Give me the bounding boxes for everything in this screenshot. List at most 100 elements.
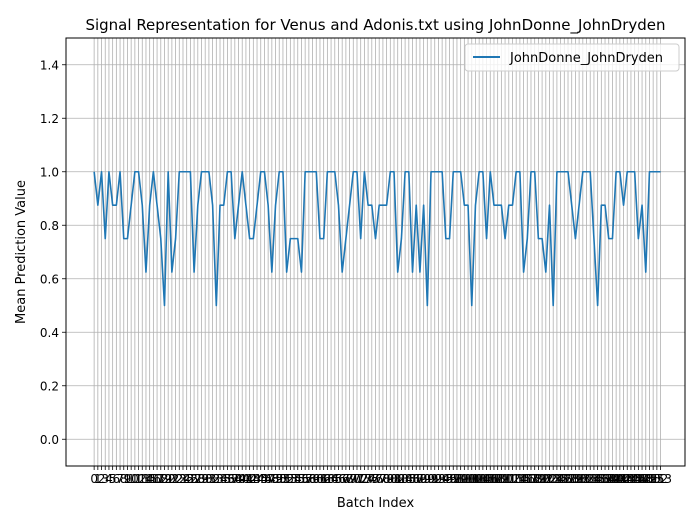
legend-box xyxy=(464,43,680,72)
x-tick-label: 39 xyxy=(231,472,246,486)
x-tick-label: 29 xyxy=(194,472,209,486)
x-tick-label: 84 xyxy=(397,472,412,486)
x-tick-label: 85 xyxy=(401,472,416,486)
x-tick-label: 98 xyxy=(449,472,464,486)
x-tick-label: 76 xyxy=(368,472,383,486)
x-tick-label: 52 xyxy=(279,472,294,486)
x-tick-label: 142 xyxy=(608,472,631,486)
x-tick-label: 96 xyxy=(442,472,457,486)
y-axis: 0.0 0.2 0.4 0.6 0.8 1.0 1.2 1.4 xyxy=(40,58,66,447)
x-tick-label: 116 xyxy=(512,472,535,486)
y-tick-label: 0.4 xyxy=(40,326,59,340)
x-tick-label: 41 xyxy=(238,472,253,486)
x-tick-label: 9 xyxy=(124,472,132,486)
x-tick-label: 144 xyxy=(616,472,639,486)
x-tick-label: 106 xyxy=(475,472,498,486)
x-tick-label: 51 xyxy=(275,472,290,486)
x-tick-label: 50 xyxy=(272,472,287,486)
x-tick-label: 49 xyxy=(268,472,283,486)
x-tick-label: 21 xyxy=(164,472,179,486)
x-tick-label: 89 xyxy=(416,472,431,486)
x-tick-label: 70 xyxy=(346,472,361,486)
chart-title: Signal Representation for Venus and Adon… xyxy=(85,16,665,35)
x-tick-label: 133 xyxy=(575,472,598,486)
x-tick-label: 10 xyxy=(124,472,139,486)
y-tick-label: 0.8 xyxy=(40,219,59,233)
x-tick-label: 153 xyxy=(649,472,672,486)
x-tick-label: 36 xyxy=(220,472,235,486)
x-tick-label: 79 xyxy=(379,472,394,486)
x-tick-label: 23 xyxy=(172,472,187,486)
x-tick-label: 86 xyxy=(405,472,420,486)
x-tick-label: 99 xyxy=(453,472,468,486)
x-tick-label: 146 xyxy=(623,472,646,486)
grid xyxy=(66,38,685,466)
x-tick-label: 20 xyxy=(161,472,176,486)
x-tick-label: 147 xyxy=(627,472,650,486)
x-tick-label: 108 xyxy=(483,472,506,486)
x-tick-label: 135 xyxy=(582,472,605,486)
x-tick-label: 152 xyxy=(645,472,668,486)
x-tick-label: 1 xyxy=(94,472,102,486)
x-tick-label: 67 xyxy=(335,472,350,486)
x-tick-label: 72 xyxy=(353,472,368,486)
x-tick-label: 78 xyxy=(375,472,390,486)
x-tick-label: 95 xyxy=(438,472,453,486)
x-tick-label: 11 xyxy=(127,472,142,486)
x-tick-label: 136 xyxy=(586,472,609,486)
x-tick-label: 115 xyxy=(508,472,531,486)
x-tick-label: 62 xyxy=(316,472,331,486)
x-tick-label: 73 xyxy=(357,472,372,486)
x-tick-label: 43 xyxy=(246,472,261,486)
x-tick-label: 77 xyxy=(372,472,387,486)
x-tick-label: 90 xyxy=(420,472,435,486)
legend-label: JohnDonne_JohnDryden xyxy=(509,51,663,66)
x-tick-label: 137 xyxy=(590,472,613,486)
x-tick-label: 112 xyxy=(497,472,520,486)
x-tick-label: 113 xyxy=(501,472,524,486)
x-tick-label: 103 xyxy=(464,472,487,486)
x-tick-label: 91 xyxy=(423,472,438,486)
x-tick-label: 17 xyxy=(149,472,164,486)
x-tick-label: 148 xyxy=(631,472,654,486)
x-tick-label: 122 xyxy=(534,472,557,486)
x-tick-label: 40 xyxy=(235,472,250,486)
x-tick-label: 111 xyxy=(494,472,517,486)
x-tick-label: 65 xyxy=(327,472,342,486)
y-tick-label: 1.2 xyxy=(40,112,59,126)
x-tick-label: 143 xyxy=(612,472,635,486)
x-tick-label: 114 xyxy=(505,472,528,486)
x-tick-label: 150 xyxy=(638,472,661,486)
x-tick-label: 18 xyxy=(153,472,168,486)
x-tick-label: 129 xyxy=(560,472,583,486)
x-tick-label: 48 xyxy=(264,472,279,486)
x-tick-label: 80 xyxy=(383,472,398,486)
x-tick-label: 127 xyxy=(553,472,576,486)
x-tick-label: 7 xyxy=(116,472,124,486)
x-tick-label: 68 xyxy=(338,472,353,486)
series-lines xyxy=(93,170,661,307)
x-tick-label: 14 xyxy=(138,472,153,486)
x-tick-label: 87 xyxy=(409,472,424,486)
x-tick-label: 71 xyxy=(349,472,364,486)
x-tick-label: 141 xyxy=(605,472,628,486)
x-tick-label: 69 xyxy=(342,472,357,486)
x-tick-label: 64 xyxy=(323,472,338,486)
x-tick-label: 128 xyxy=(557,472,580,486)
x-tick-label: 100 xyxy=(453,472,476,486)
x-tick-label: 42 xyxy=(242,472,257,486)
x-tick-label: 44 xyxy=(249,472,264,486)
x-tick-label: 19 xyxy=(157,472,172,486)
x-tick-label: 97 xyxy=(446,472,461,486)
x-tick-label: 104 xyxy=(468,472,491,486)
x-tick-label: 3 xyxy=(101,472,109,486)
x-tick-label: 125 xyxy=(545,472,568,486)
x-tick-label: 26 xyxy=(183,472,198,486)
x-tick-label: 101 xyxy=(457,472,480,486)
x-tick-label: 132 xyxy=(571,472,594,486)
x-tick-label: 5 xyxy=(109,472,117,486)
x-tick-label: 16 xyxy=(146,472,161,486)
x-tick-label: 120 xyxy=(527,472,550,486)
x-tick-label: 47 xyxy=(260,472,275,486)
x-tick-label: 32 xyxy=(205,472,220,486)
